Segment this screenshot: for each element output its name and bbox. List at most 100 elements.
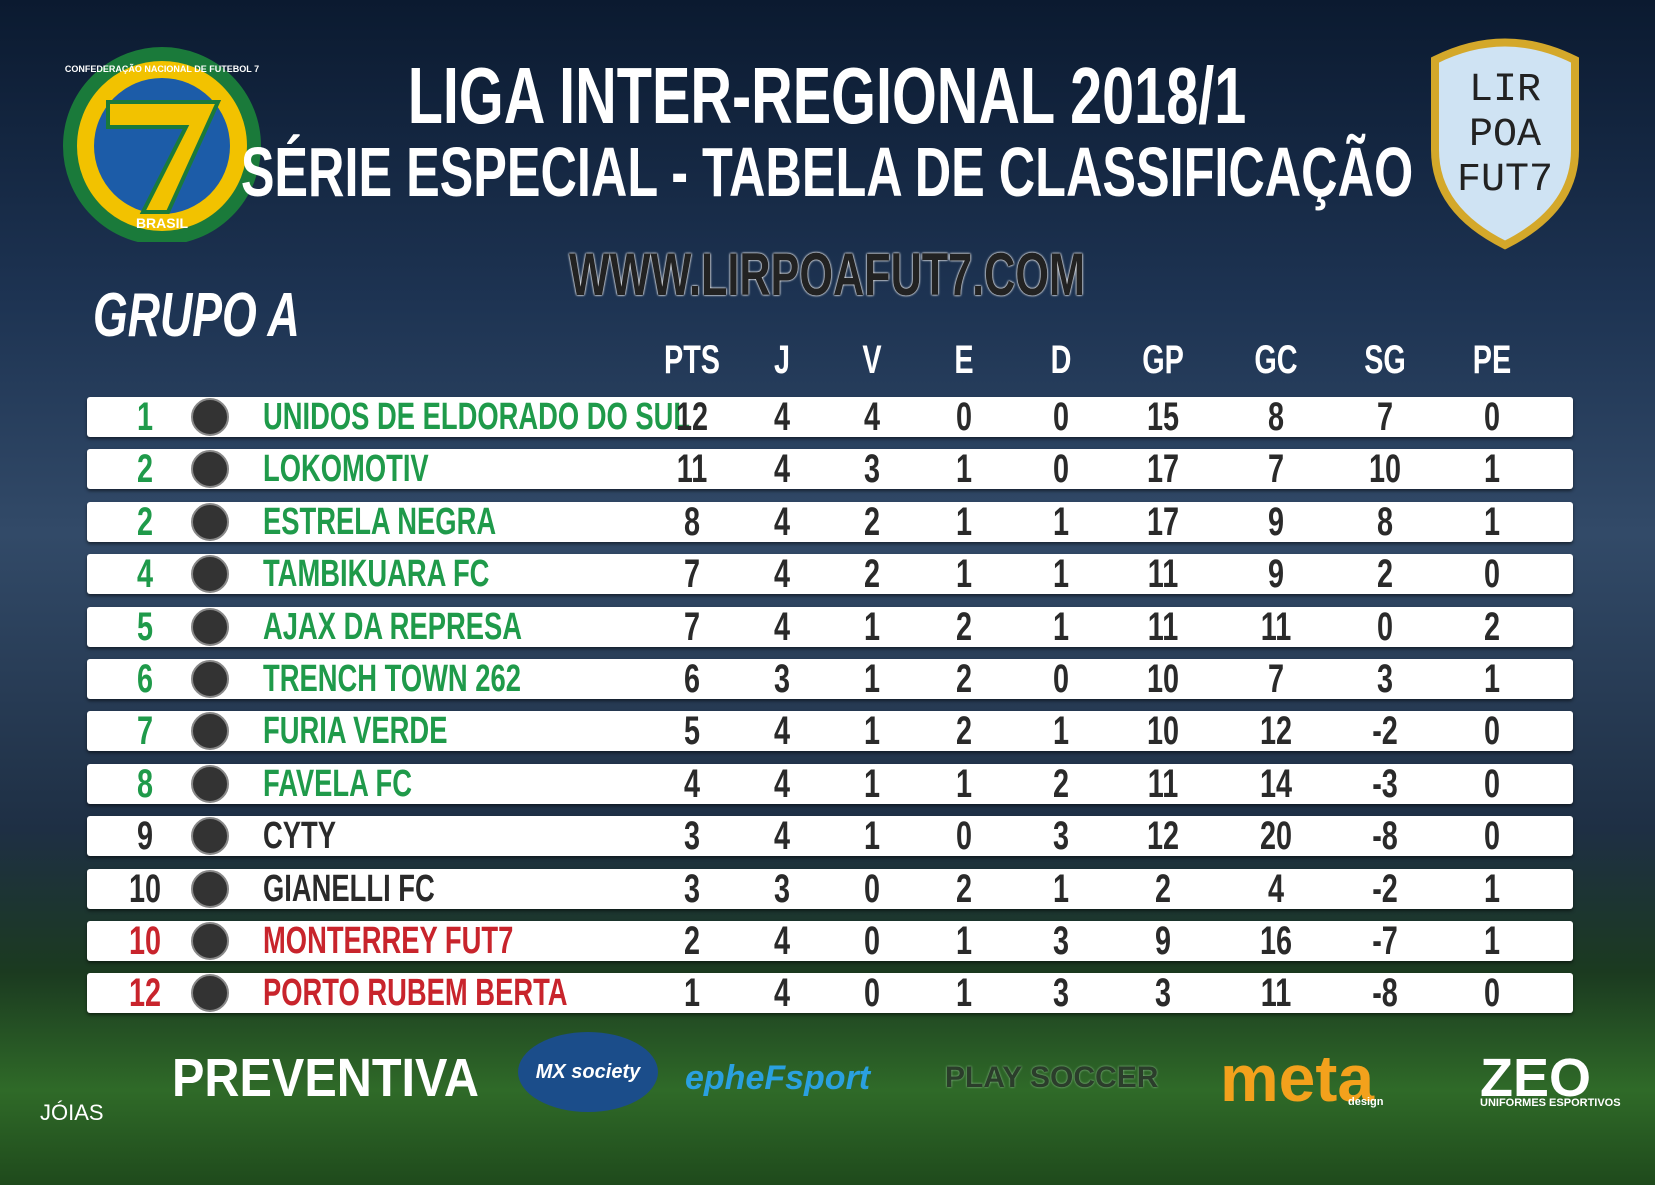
logo-line: FUT7: [1457, 158, 1553, 203]
stat: 0: [1483, 552, 1501, 597]
team-name: FAVELA FC: [263, 762, 412, 805]
stat: 0: [863, 971, 881, 1016]
table-row: 1 UNIDOS DE ELDORADO DO SUL 12 4 4 0 0 15 8 7 0: [87, 397, 1573, 437]
stat: 14: [1259, 761, 1293, 806]
position: 10: [128, 866, 162, 911]
stat: -8: [1372, 971, 1398, 1016]
stat: 8: [1376, 499, 1394, 544]
stat: 2: [1154, 866, 1172, 911]
team-badge: [191, 450, 229, 489]
table-row: 2 LOKOMOTIV 11 4 3 1 0 17 7 10 1: [87, 447, 1573, 492]
team-badge: [191, 974, 229, 1013]
column-header: PTS: [663, 338, 721, 382]
position: 10: [128, 919, 162, 963]
table-row: 5 AJAX DA REPRESA 7 4 1 2 1 11 11 0 2: [87, 604, 1573, 649]
stat: 2: [1483, 604, 1501, 649]
stat: 0: [863, 866, 881, 911]
stat: 2: [1052, 761, 1070, 806]
team-badge: [191, 869, 229, 908]
stat: 3: [1052, 814, 1070, 859]
stat: 1: [1052, 499, 1070, 544]
stat: 1: [1483, 499, 1501, 544]
stat: 2: [955, 657, 973, 701]
stat: 1: [955, 499, 973, 544]
stat: 0: [1376, 604, 1394, 649]
stat: 11: [676, 447, 708, 492]
stat: 11: [1260, 604, 1292, 649]
stat: 1: [1483, 447, 1501, 492]
team-name: AJAX DA REPRESA: [263, 605, 522, 648]
sponsor: design: [1348, 1096, 1384, 1108]
stat: 8: [683, 499, 701, 544]
table-row: 12 PORTO RUBEM BERTA 1 4 0 1 3 3 11 -8 0: [87, 971, 1573, 1016]
team-badge: [191, 712, 229, 751]
stat: 4: [1267, 866, 1285, 911]
position: 2: [136, 447, 154, 492]
stat: 0: [1483, 761, 1501, 806]
column-header: E: [954, 338, 974, 382]
team-name: MONTERREY FUT7: [263, 920, 514, 962]
stat: 3: [1052, 919, 1070, 963]
stat: 4: [773, 761, 791, 806]
stat: 1: [863, 761, 881, 806]
column-header: GP: [1142, 338, 1184, 382]
sponsor: MX society: [518, 1032, 658, 1112]
stat: 0: [1483, 395, 1501, 439]
stat: 7: [683, 604, 701, 649]
team-name: TRENCH TOWN 262: [263, 658, 521, 700]
stat: 0: [1052, 395, 1070, 439]
stat: 0: [955, 395, 973, 439]
stat: 0: [1483, 709, 1501, 754]
stat: 16: [1259, 919, 1293, 963]
position: 9: [136, 814, 154, 859]
stat: 4: [773, 709, 791, 754]
stat: 1: [955, 447, 973, 492]
stat: 4: [773, 395, 791, 439]
stat: 0: [1483, 814, 1501, 859]
stat: 10: [1146, 709, 1180, 754]
team-name: ESTRELA NEGRA: [263, 500, 497, 543]
stat: 2: [1376, 552, 1394, 597]
stat: 12: [1259, 709, 1293, 754]
stat: 17: [1146, 499, 1180, 544]
stat: 4: [773, 814, 791, 859]
stat: 0: [1052, 447, 1070, 492]
stat: 1: [955, 971, 973, 1016]
stat: 5: [683, 709, 701, 754]
stat: 1: [1483, 866, 1501, 911]
stat: 2: [955, 866, 973, 911]
stat: 1: [1052, 709, 1070, 754]
stat: 2: [683, 919, 701, 963]
stat: 1: [955, 919, 973, 963]
table-row: 8 FAVELA FC 4 4 1 1 2 11 14 -3 0: [87, 761, 1573, 806]
logo-country: BRASIL: [136, 215, 189, 231]
stat: 3: [863, 447, 881, 492]
team-name: UNIDOS DE ELDORADO DO SUL: [263, 396, 691, 438]
team-badge: [191, 607, 229, 646]
stat: 2: [955, 709, 973, 754]
cnf7-logo: BRASIL CONFEDERAÇÃO NACIONAL DE FUTEBOL …: [63, 47, 261, 242]
stat: 1: [955, 761, 973, 806]
stat: 6: [683, 657, 701, 701]
column-header: J: [773, 338, 791, 382]
stat: 4: [773, 552, 791, 597]
stat: 1: [863, 709, 881, 754]
stat: 4: [863, 395, 881, 439]
stat: 4: [773, 919, 791, 963]
stat: 1: [863, 604, 881, 649]
stat: 7: [1267, 657, 1285, 701]
stat: 1: [863, 814, 881, 859]
stat: 17: [1146, 447, 1180, 492]
team-badge: [191, 502, 229, 541]
stat: 0: [863, 919, 881, 963]
stat: 1: [1052, 552, 1070, 597]
stat: 4: [683, 761, 701, 806]
stat: 11: [1260, 971, 1292, 1016]
position: 1: [136, 395, 154, 439]
logo-line: LIR: [1469, 68, 1541, 113]
subtitle: SÉRIE ESPECIAL - TABELA DE CLASSIFICAÇÃO: [240, 133, 1414, 211]
stat: 1: [1052, 866, 1070, 911]
stat: 1: [1483, 919, 1501, 963]
table-row: 10 GIANELLI FC 3 3 0 2 1 2 4 -2 1: [87, 866, 1573, 911]
table-row: 10 MONTERREY FUT7 2 4 0 1 3 9 16 -7 1: [87, 921, 1573, 961]
